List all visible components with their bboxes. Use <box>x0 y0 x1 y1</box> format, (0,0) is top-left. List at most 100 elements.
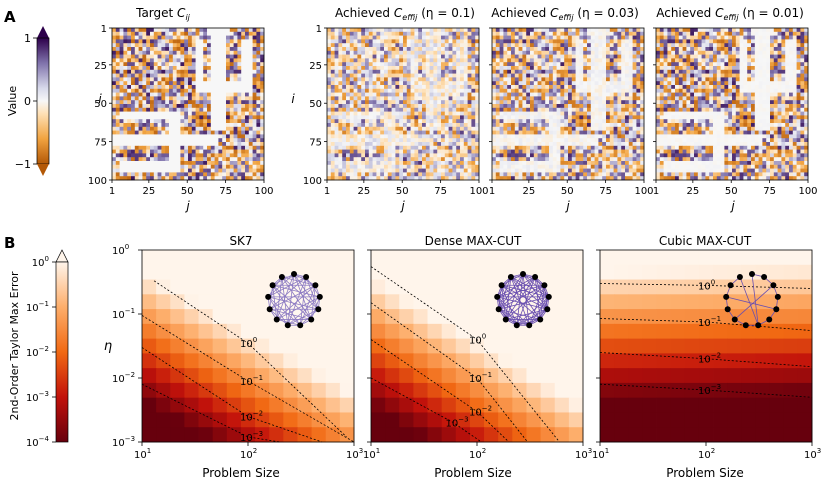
heatmap-cell <box>248 85 253 90</box>
heatmap-cell <box>188 31 193 36</box>
heatmap-cell <box>537 92 542 97</box>
heatmap-cell <box>410 134 415 139</box>
heatmap-cell <box>150 130 155 135</box>
heatmap-cell <box>526 157 531 162</box>
heatmap-cell <box>237 96 242 101</box>
heatmap-cell <box>613 81 618 86</box>
heatmap-cell <box>507 126 512 131</box>
heatmap-cell <box>425 58 430 63</box>
heatmap-cell <box>617 157 622 162</box>
heatmap-cell <box>541 145 546 150</box>
heatmap-cell <box>384 138 389 143</box>
heatmap-cell <box>214 43 219 48</box>
heatmap-cell <box>537 161 542 166</box>
heatmap-cell <box>804 35 809 40</box>
heatmap-cell <box>564 149 569 154</box>
heatmap-cell <box>361 176 366 181</box>
heatmap-cell <box>172 28 177 33</box>
heatmap-cell <box>556 50 561 55</box>
heatmap-cell <box>758 31 763 36</box>
heatmap-cell <box>161 149 166 154</box>
heatmap-cell <box>418 85 423 90</box>
heatmap-cell <box>583 85 588 90</box>
heatmap-cell <box>606 119 611 124</box>
heatmap-cell <box>330 58 335 63</box>
heatmap-cell <box>682 28 687 33</box>
heatmap-cell <box>361 172 366 177</box>
heatmap-cell <box>541 81 546 86</box>
heatmap-cell <box>587 81 592 86</box>
heatmap-cell <box>583 66 588 71</box>
heatmap-cell <box>598 69 603 74</box>
heatmap-cell <box>560 111 565 116</box>
heatmap-cell <box>376 161 381 166</box>
heatmap-cell <box>123 176 128 181</box>
heatmap-cell <box>403 107 408 112</box>
heatmap-cell <box>210 115 215 120</box>
heatmap-cell <box>518 104 523 109</box>
heatmap-cell <box>365 138 370 143</box>
heatmap-cell <box>184 39 189 44</box>
heatmap-cell <box>632 111 637 116</box>
heatmap-cell <box>511 130 516 135</box>
heatmap-cell <box>184 66 189 71</box>
heatmap-cell <box>587 172 592 177</box>
heatmap-cell <box>507 31 512 36</box>
heatmap-cell <box>376 168 381 173</box>
heatmap-cell <box>353 164 358 169</box>
heatmap-cell <box>564 134 569 139</box>
heatmap-cell <box>210 50 215 55</box>
heatmap-cell <box>176 149 181 154</box>
heatmap-cell <box>327 130 332 135</box>
heatmap-cell <box>628 73 633 78</box>
heatmap-cell <box>195 43 200 48</box>
heatmap-cell <box>245 107 250 112</box>
heatmap-cell <box>406 176 411 181</box>
heatmap-cell <box>754 31 759 36</box>
heatmap-cell <box>598 168 603 173</box>
heatmap-cell <box>444 119 449 124</box>
heatmap-cell <box>395 77 400 82</box>
heatmap-cell <box>199 111 204 116</box>
heatmap-cell <box>579 142 584 147</box>
heatmap-cell <box>499 92 504 97</box>
heatmap-cell <box>395 157 400 162</box>
heatmap-cell <box>456 157 461 162</box>
heatmap-cell <box>226 172 231 177</box>
heatmap-cell <box>514 145 519 150</box>
heatmap-cell <box>214 157 219 162</box>
heatmap-cell <box>594 142 599 147</box>
heatmap-cell <box>330 28 335 33</box>
heatmap-cell <box>448 77 453 82</box>
heatmap-cell <box>636 107 641 112</box>
heatmap-cell <box>115 104 120 109</box>
heatmap-cell <box>425 50 430 55</box>
heatmap-cell <box>499 142 504 147</box>
heatmap-cell <box>549 104 554 109</box>
heatmap-cell <box>237 35 242 40</box>
heatmap-cell <box>514 92 519 97</box>
heatmap-cell <box>632 62 637 67</box>
heatmap-cell <box>414 168 419 173</box>
heatmap-cell <box>526 28 531 33</box>
heatmap-cell <box>441 66 446 71</box>
heatmap-cell <box>452 107 457 112</box>
heatmap-cell <box>452 96 457 101</box>
heatmap-cell <box>545 50 550 55</box>
heatmap-cell <box>475 43 480 48</box>
heatmap-cell <box>467 77 472 82</box>
heatmap-cell <box>418 69 423 74</box>
heatmap-cell <box>115 85 120 90</box>
heatmap-cell <box>621 92 626 97</box>
heatmap-cell <box>188 69 193 74</box>
heatmap-cell <box>587 142 592 147</box>
heatmap-cell <box>549 28 554 33</box>
heatmap-cell <box>448 104 453 109</box>
heatmap-cell <box>330 157 335 162</box>
heatmap-cell <box>475 164 480 169</box>
heatmap-cell <box>636 130 641 135</box>
heatmap-cell <box>549 69 554 74</box>
colorbar-a-tick: −1 <box>15 158 31 171</box>
heatmap-cell <box>628 115 633 120</box>
heatmap-cell <box>709 31 714 36</box>
